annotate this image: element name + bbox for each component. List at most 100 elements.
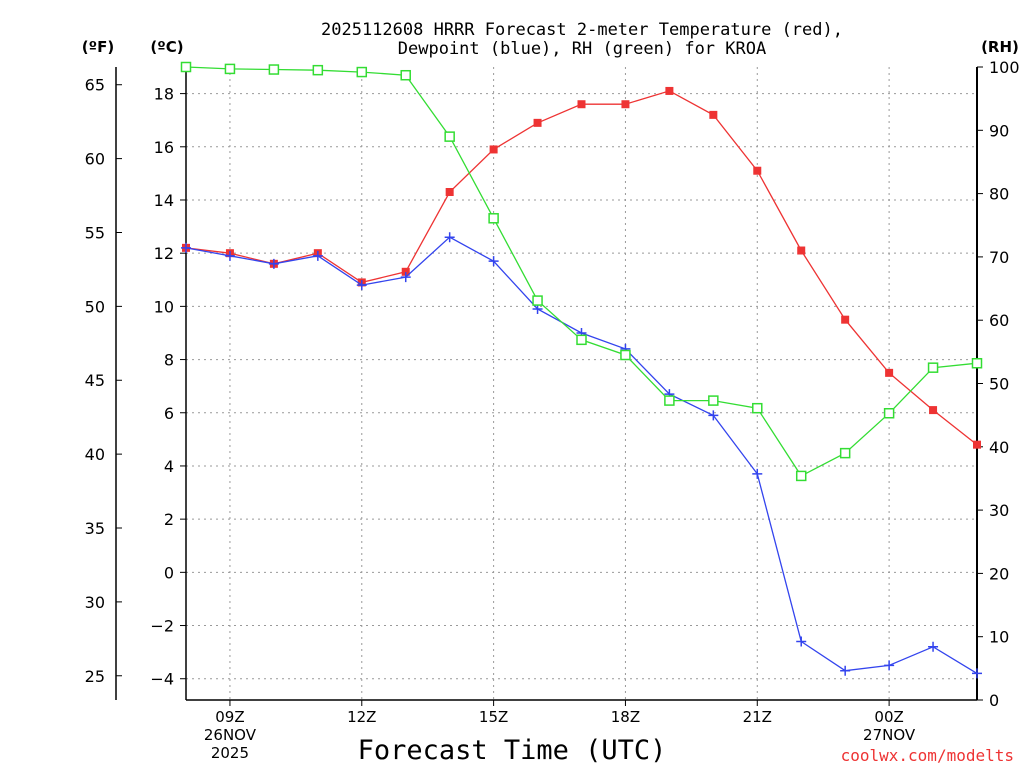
rh-point <box>620 349 631 361</box>
celsius-tick-label: −4 <box>150 670 174 689</box>
dewpoint-point <box>444 232 455 243</box>
temperature-point <box>797 246 806 255</box>
dewpoint-point <box>488 256 499 267</box>
x-tick-label: 15Z <box>479 708 508 726</box>
dewpoint-point <box>752 468 763 479</box>
rh-tick-label: 60 <box>989 311 1009 330</box>
x-tick-label: 12Z <box>347 708 376 726</box>
temperature-point <box>577 100 586 109</box>
celsius-tick-label: 10 <box>154 297 174 316</box>
rh-point <box>708 395 719 406</box>
x-tick-label: 00Z <box>874 708 903 726</box>
rh-point <box>532 295 543 306</box>
fahrenheit-tick-label: 65 <box>85 76 105 95</box>
fahrenheit-tick-label: 30 <box>85 593 105 612</box>
fahrenheit-tick-label: 55 <box>85 223 105 242</box>
rh-tick-label: 100 <box>989 58 1020 77</box>
x-axis-label: Forecast Time (UTC) <box>358 735 667 766</box>
rh-point <box>444 131 455 142</box>
celsius-tick-label: 8 <box>164 351 174 370</box>
dewpoint-point <box>884 660 895 671</box>
rh-point <box>971 357 983 369</box>
rh-point <box>576 334 587 346</box>
dewpoint-point <box>268 258 279 269</box>
dewpoint-point <box>928 641 939 652</box>
temperature-point <box>973 440 981 449</box>
rh-point <box>224 63 236 75</box>
rh-point <box>488 213 499 224</box>
x-tick-label: 18Z <box>611 708 640 726</box>
temperature-point <box>885 368 894 377</box>
temperature-point <box>489 145 498 154</box>
temperature-point <box>709 110 718 119</box>
fahrenheit-tick-label: 25 <box>85 667 105 686</box>
rh-point <box>400 69 411 81</box>
temperature-point <box>401 267 410 276</box>
rh-point <box>268 64 280 75</box>
x-tick-label: 26NOV <box>204 726 257 744</box>
rh-point <box>356 66 368 78</box>
dewpoint-point <box>796 636 807 647</box>
temperature-point <box>533 118 542 127</box>
celsius-tick-label: 14 <box>154 191 174 210</box>
dewpoint-point <box>972 668 982 679</box>
fahrenheit-tick-label: 45 <box>85 371 105 390</box>
grid-lines <box>186 67 977 700</box>
fahrenheit-tick-label: 40 <box>85 445 105 464</box>
celsius-tick-label: −2 <box>150 617 174 636</box>
series-temperature <box>182 86 981 449</box>
temperature-point <box>841 315 850 324</box>
rh-point <box>664 395 675 406</box>
temperature-point <box>665 86 674 95</box>
x-tick-label: 09Z <box>215 708 244 726</box>
rh-point <box>839 447 851 459</box>
rh-tick-label: 70 <box>989 248 1009 267</box>
x-tick-label: 21Z <box>743 708 772 726</box>
celsius-tick-label: 0 <box>164 563 174 582</box>
fahrenheit-unit-label: (ºF) <box>82 38 114 56</box>
rh-point <box>180 61 192 73</box>
dewpoint-point <box>840 665 851 676</box>
rh-point <box>312 64 324 76</box>
credit-text: coolwx.com/modelts <box>841 746 1014 765</box>
temperature-point <box>929 406 938 415</box>
dewpoint-point <box>708 410 719 421</box>
celsius-tick-label: 18 <box>154 85 174 104</box>
data-series <box>180 61 983 679</box>
tick-labels: 25 30 35 40 45 50 55 60 65 −4 −2 0 2 4 6 8 10 12 14 16 18 0 10… <box>85 58 1020 762</box>
celsius-tick-label: 2 <box>164 510 174 529</box>
series-rh <box>180 61 983 482</box>
rh-tick-label: 90 <box>989 121 1009 140</box>
rh-point <box>795 470 807 482</box>
dewpoint-line <box>185 236 978 674</box>
temperature-point <box>621 100 630 109</box>
axes <box>115 66 983 706</box>
fahrenheit-tick-label: 50 <box>85 297 105 316</box>
dewpoint-point <box>356 280 367 291</box>
celsius-tick-label: 16 <box>154 138 174 157</box>
x-tick-label: 27NOV <box>863 726 916 744</box>
rh-line <box>185 66 978 477</box>
rh-tick-label: 10 <box>989 628 1009 647</box>
dewpoint-point <box>400 272 411 283</box>
fahrenheit-tick-label: 35 <box>85 519 105 538</box>
rh-tick-label: 0 <box>989 691 999 710</box>
celsius-unit-label: (ºC) <box>150 38 183 56</box>
rh-tick-label: 80 <box>989 185 1009 204</box>
temperature-point <box>445 188 454 197</box>
fahrenheit-tick-label: 60 <box>85 150 105 169</box>
rh-tick-label: 40 <box>989 438 1009 457</box>
rh-tick-label: 20 <box>989 564 1009 583</box>
celsius-tick-label: 12 <box>154 244 174 263</box>
x-tick-label: 2025 <box>211 744 249 762</box>
rh-tick-label: 30 <box>989 501 1009 520</box>
temperature-point <box>753 166 762 175</box>
rh-unit-label: (RH) <box>981 38 1019 56</box>
dewpoint-point <box>224 250 235 261</box>
chart-title-line1: 2025112608 HRRR Forecast 2-meter Tempera… <box>321 20 843 40</box>
dewpoint-point <box>312 250 323 261</box>
celsius-tick-label: 4 <box>164 457 174 476</box>
dewpoint-point <box>181 242 191 253</box>
temperature-line <box>185 90 978 446</box>
